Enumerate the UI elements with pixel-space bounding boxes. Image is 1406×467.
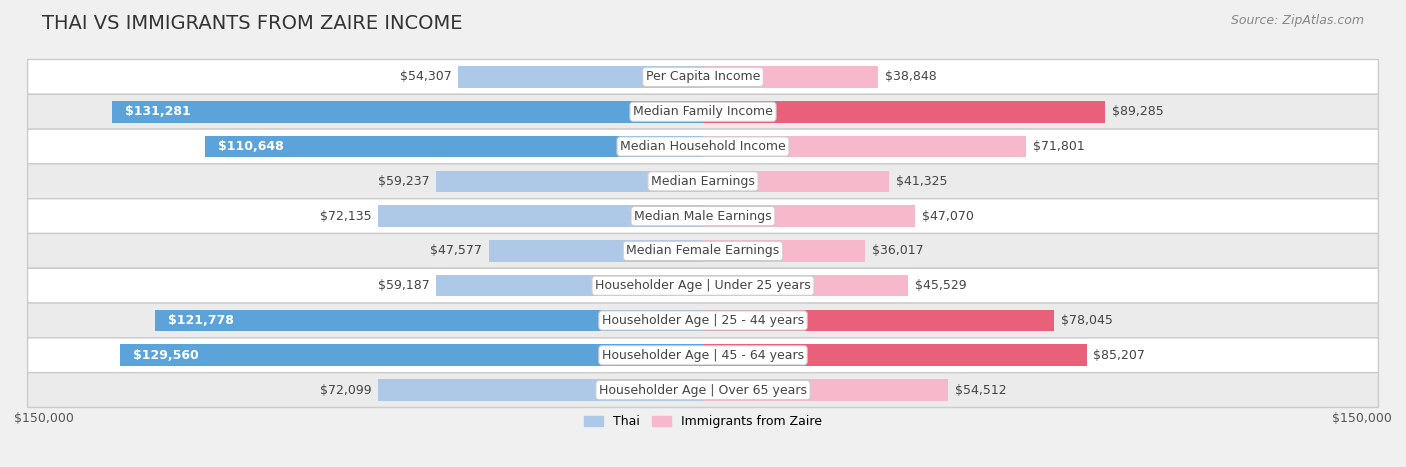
Text: $36,017: $36,017 <box>872 244 924 257</box>
Text: Source: ZipAtlas.com: Source: ZipAtlas.com <box>1230 14 1364 27</box>
Text: Householder Age | Over 65 years: Householder Age | Over 65 years <box>599 383 807 396</box>
Text: $85,207: $85,207 <box>1094 349 1146 362</box>
FancyBboxPatch shape <box>28 164 1378 198</box>
Text: $110,648: $110,648 <box>218 140 284 153</box>
Bar <box>378 205 703 227</box>
FancyBboxPatch shape <box>28 129 1378 164</box>
Text: $129,560: $129,560 <box>134 349 198 362</box>
Text: $54,512: $54,512 <box>955 383 1007 396</box>
FancyBboxPatch shape <box>28 338 1378 373</box>
Bar <box>703 240 865 262</box>
Bar <box>703 310 1054 331</box>
Text: $41,325: $41,325 <box>896 175 948 188</box>
Bar <box>112 101 703 122</box>
Bar <box>703 345 1087 366</box>
Bar <box>703 275 908 297</box>
FancyBboxPatch shape <box>28 94 1378 129</box>
Bar <box>155 310 703 331</box>
Text: $71,801: $71,801 <box>1033 140 1085 153</box>
Text: $131,281: $131,281 <box>125 105 191 118</box>
Text: $47,577: $47,577 <box>430 244 482 257</box>
Text: Householder Age | Under 25 years: Householder Age | Under 25 years <box>595 279 811 292</box>
Bar <box>703 205 915 227</box>
Text: $78,045: $78,045 <box>1062 314 1114 327</box>
Text: Median Earnings: Median Earnings <box>651 175 755 188</box>
Text: Median Family Income: Median Family Income <box>633 105 773 118</box>
Bar <box>703 101 1105 122</box>
Text: $59,187: $59,187 <box>378 279 430 292</box>
Text: $150,000: $150,000 <box>1331 411 1392 425</box>
Text: $45,529: $45,529 <box>915 279 966 292</box>
Bar <box>436 275 703 297</box>
Bar <box>120 345 703 366</box>
Text: Median Male Earnings: Median Male Earnings <box>634 210 772 223</box>
Text: Householder Age | 25 - 44 years: Householder Age | 25 - 44 years <box>602 314 804 327</box>
Text: $47,070: $47,070 <box>922 210 973 223</box>
Text: Median Household Income: Median Household Income <box>620 140 786 153</box>
Bar <box>458 66 703 88</box>
Bar <box>703 66 877 88</box>
Text: $38,848: $38,848 <box>884 71 936 84</box>
Text: $72,099: $72,099 <box>321 383 371 396</box>
FancyBboxPatch shape <box>28 269 1378 303</box>
Bar <box>703 379 949 401</box>
FancyBboxPatch shape <box>28 303 1378 338</box>
Bar <box>378 379 703 401</box>
Text: $89,285: $89,285 <box>1112 105 1164 118</box>
Text: $121,778: $121,778 <box>169 314 233 327</box>
FancyBboxPatch shape <box>28 234 1378 269</box>
Text: Householder Age | 45 - 64 years: Householder Age | 45 - 64 years <box>602 349 804 362</box>
Text: $59,237: $59,237 <box>378 175 429 188</box>
Bar <box>703 136 1026 157</box>
Text: Median Female Earnings: Median Female Earnings <box>627 244 779 257</box>
FancyBboxPatch shape <box>28 59 1378 94</box>
Legend: Thai, Immigrants from Zaire: Thai, Immigrants from Zaire <box>579 410 827 433</box>
Bar <box>205 136 703 157</box>
Text: $54,307: $54,307 <box>399 71 451 84</box>
Text: Per Capita Income: Per Capita Income <box>645 71 761 84</box>
Text: $72,135: $72,135 <box>319 210 371 223</box>
FancyBboxPatch shape <box>28 373 1378 408</box>
Bar <box>489 240 703 262</box>
Bar <box>436 170 703 192</box>
Bar <box>703 170 889 192</box>
FancyBboxPatch shape <box>28 198 1378 234</box>
Text: $150,000: $150,000 <box>14 411 75 425</box>
Text: THAI VS IMMIGRANTS FROM ZAIRE INCOME: THAI VS IMMIGRANTS FROM ZAIRE INCOME <box>42 14 463 33</box>
